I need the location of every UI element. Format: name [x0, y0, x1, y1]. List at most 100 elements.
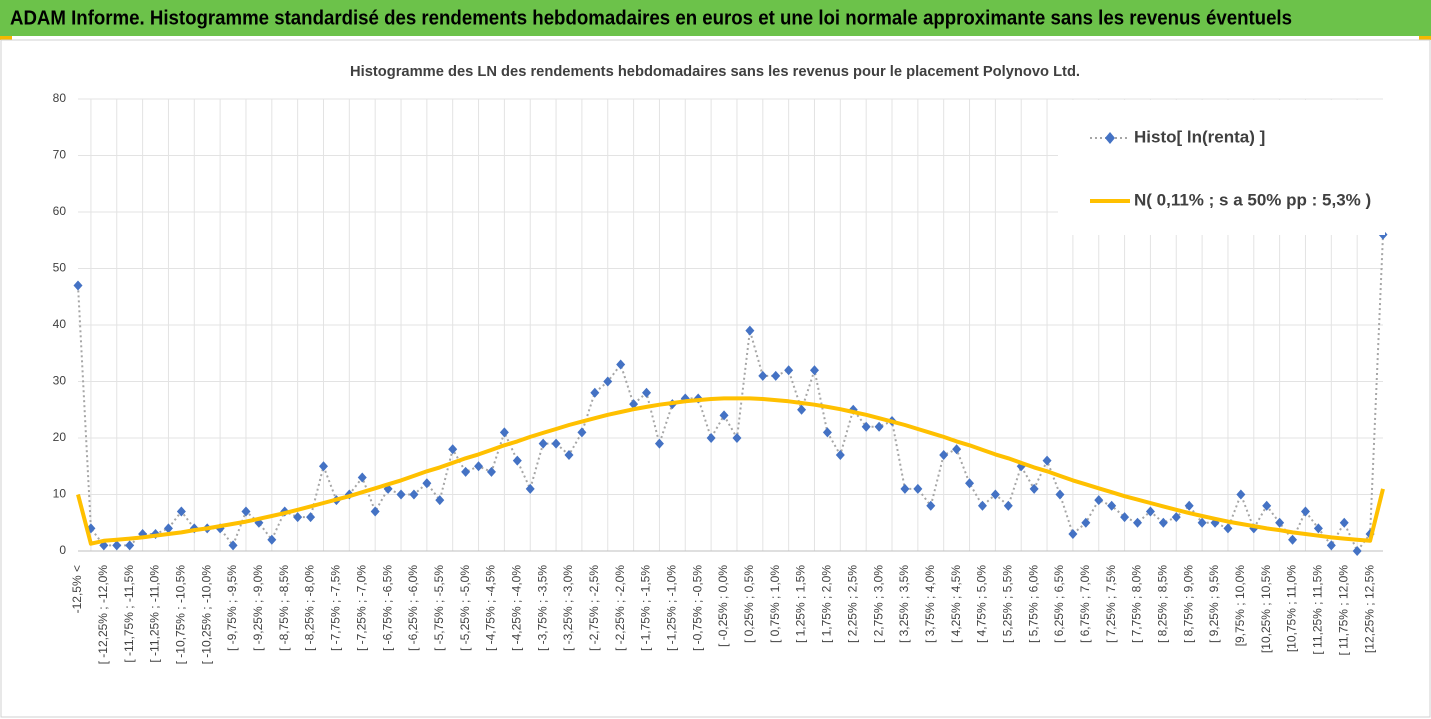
- data-point: [1042, 455, 1052, 466]
- data-point: [1326, 540, 1336, 551]
- x-tick-label: [ 6,75% ; 7,0%: [1078, 565, 1092, 643]
- data-point: [241, 506, 251, 517]
- data-point: [396, 489, 406, 500]
- data-point: [1003, 500, 1013, 511]
- y-tick-label: 40: [53, 317, 67, 331]
- data-point: [306, 512, 316, 523]
- data-point: [512, 455, 522, 466]
- x-tick-label: [ 5,75% ; 6,0%: [1026, 565, 1040, 643]
- data-point: [125, 540, 135, 551]
- data-point: [913, 483, 923, 494]
- data-point: [939, 449, 949, 460]
- data-point: [112, 540, 122, 551]
- data-point: [1223, 523, 1233, 534]
- legend-box: [1058, 100, 1385, 235]
- data-point: [525, 483, 535, 494]
- x-tick-label: [ -11,25% ; -11,0%: [148, 565, 162, 663]
- y-tick-label: 30: [53, 374, 67, 388]
- data-point: [1184, 500, 1194, 511]
- data-point: [448, 444, 458, 455]
- x-tick-label: [ 8,75% ; 9,0%: [1181, 565, 1195, 643]
- data-point: [577, 427, 587, 438]
- x-tick-label: [ -8,75% ; -8,5%: [277, 565, 291, 651]
- data-point: [861, 421, 871, 432]
- data-point: [357, 472, 367, 483]
- x-tick-label: [ -4,75% ; -4,5%: [484, 565, 498, 651]
- data-point: [409, 489, 419, 500]
- x-tick-label: [12,25% ; 12,5%: [1362, 565, 1376, 653]
- data-point: [1145, 506, 1155, 517]
- x-tick-label: [ -9,25% ; -9,0%: [251, 565, 265, 651]
- title-bar: [0, 0, 1431, 36]
- x-tick-label: [ 4,25% ; 4,5%: [949, 565, 963, 643]
- x-tick-label: [ -3,25% ; -3,0%: [561, 565, 575, 651]
- data-point: [267, 534, 277, 545]
- data-point: [422, 478, 432, 489]
- x-tick-label: [ -0,75% ; -0,5%: [690, 565, 704, 651]
- data-point: [486, 466, 496, 477]
- data-point: [1300, 506, 1310, 517]
- y-tick-label: 70: [53, 148, 67, 162]
- data-point: [163, 523, 173, 534]
- chart-border: [0, 39, 1431, 718]
- x-tick-label: [ 2,25% ; 2,5%: [845, 565, 859, 643]
- data-point: [1236, 489, 1246, 500]
- data-point: [990, 489, 1000, 500]
- data-point: [176, 506, 186, 517]
- corner-tab: [1419, 36, 1431, 40]
- x-tick-label: [ -4,25% ; -4,0%: [509, 565, 523, 651]
- x-tick-label: [ -2,25% ; -2,0%: [613, 565, 627, 651]
- y-tick-label: 20: [53, 430, 67, 444]
- data-point: [1197, 517, 1207, 528]
- x-tick-label: [ 5,25% ; 5,5%: [1000, 565, 1014, 643]
- data-point: [1352, 546, 1362, 556]
- data-point: [1262, 500, 1272, 511]
- x-tick-label: [ -11,75% ; -11,5%: [122, 565, 136, 663]
- legend-label: N( 0,11% ; s a 50% pp : 5,3% ): [1134, 190, 1371, 209]
- x-tick-label: [ -5,25% ; -5,0%: [458, 565, 472, 651]
- data-point: [745, 325, 755, 336]
- x-tick-label: [ -2,75% ; -2,5%: [587, 565, 601, 651]
- legend-label: Histo[ ln(renta) ]: [1134, 127, 1265, 146]
- data-point: [758, 370, 768, 381]
- data-point: [874, 421, 884, 432]
- data-point: [900, 483, 910, 494]
- data-point: [603, 376, 613, 387]
- data-point: [1275, 517, 1285, 528]
- data-point: [1171, 512, 1181, 523]
- x-tick-label: [ -10,75% ; -10,5%: [174, 565, 188, 665]
- x-tick-label: -12,5% <: [70, 565, 84, 613]
- x-tick-label: [ 6,25% ; 6,5%: [1052, 565, 1066, 643]
- x-tick-label: [ -1,75% ; -1,5%: [639, 565, 653, 651]
- data-point: [293, 512, 303, 523]
- y-tick-label: 50: [53, 261, 67, 275]
- data-point: [1094, 495, 1104, 506]
- data-point: [642, 387, 652, 398]
- data-point: [1081, 517, 1091, 528]
- x-tick-label: [ -6,25% ; -6,0%: [406, 565, 420, 651]
- data-point: [926, 500, 936, 511]
- x-tick-label: [10,75% ; 11,0%: [1285, 565, 1299, 653]
- data-point: [784, 365, 794, 376]
- data-point: [732, 433, 742, 443]
- x-tick-label: [ 4,75% ; 5,0%: [975, 565, 989, 643]
- data-point: [822, 427, 832, 438]
- x-tick-label: [10,25% ; 10,5%: [1259, 565, 1273, 653]
- data-point: [538, 438, 548, 449]
- x-tick-label: [ -6,75% ; -6,5%: [380, 565, 394, 651]
- x-tick-label: [ 1,75% ; 2,0%: [820, 565, 834, 643]
- x-tick-label: [ 3,75% ; 4,0%: [923, 565, 937, 643]
- data-point: [551, 438, 561, 449]
- x-tick-label: [ -12,25% ; -12,0%: [96, 565, 110, 665]
- data-point: [461, 466, 471, 477]
- data-point: [1158, 517, 1168, 528]
- data-point: [1055, 489, 1065, 500]
- data-point: [1068, 529, 1078, 540]
- data-point: [952, 444, 962, 455]
- y-tick-label: 10: [53, 487, 67, 501]
- data-point: [654, 438, 664, 449]
- data-point: [228, 540, 238, 551]
- chart-title: Histogramme des LN des rendements hebdom…: [350, 63, 1080, 80]
- x-tick-label: [ -8,25% ; -8,0%: [303, 565, 317, 651]
